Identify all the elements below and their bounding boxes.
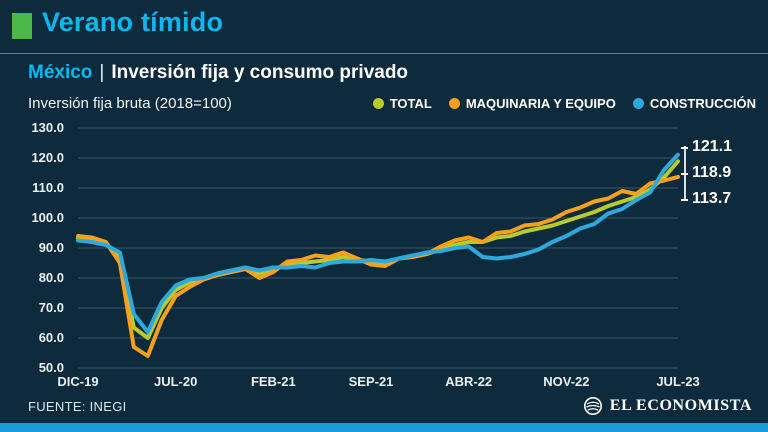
y-axis-tick-label: 70.0 [38,300,64,315]
x-axis-tick-label: SEP-21 [348,374,394,389]
plot-area [76,127,680,369]
chart-legend: TOTAL MAQUINARIA Y EQUIPO CONSTRUCCIÓN [372,96,756,111]
legend-dot-total-icon [372,98,384,109]
legend-label: TOTAL [389,96,432,111]
x-axis: DIC-19 JUL-20 FEB-21 SEP-21 ABR-22 NOV-22 JUL-… [57,374,699,392]
series-line-maquinaria-y-equipo [76,174,680,358]
legend-dot-construccion-icon [632,98,644,109]
subtitle-row: México | Inversión fija y consumo privado [28,62,408,84]
end-value-maquinaria: 113.7 [680,190,732,207]
x-axis-tick-label: NOV-22 [543,374,590,389]
chart-caption-row: Inversión fija bruta (2018=100) TOTAL MAQ… [28,95,756,112]
legend-item-maquinaria-y-equipo: MAQUINARIA Y EQUIPO [448,96,616,111]
x-axis-tick-label: DIC-19 [57,374,99,389]
legend-dot-maquinaria-y-equipo-icon [448,98,460,109]
legend-item-construccion: CONSTRUCCIÓN [632,96,756,111]
x-axis-tick-label: ABR-22 [445,374,493,389]
y-axis-tick-label: 130.0 [31,120,64,135]
y-axis-tick-label: 100.0 [31,210,64,225]
el-economista-logo: EL ECONOMISTA [583,396,752,416]
bottom-accent-bar [0,423,768,432]
legend-item-total: TOTAL [372,96,432,111]
legend-label: CONSTRUCCIÓN [649,96,756,111]
legend-label: MAQUINARIA Y EQUIPO [465,96,616,111]
x-axis-tick-label: JUL-23 [656,374,700,389]
subtitle-kicker: México [28,62,93,83]
el-economista-logo-icon [583,397,602,415]
end-value-construccion: 121.1 [680,138,733,155]
end-value-total: 118.9 [680,164,732,181]
line-chart [76,127,680,369]
y-axis-tick-label: 120.0 [31,150,64,165]
chart-caption: Inversión fija bruta (2018=100) [28,95,232,112]
title-accent-block [12,13,32,39]
subtitle-text: Inversión fija y consumo privado [111,62,409,83]
subtitle-separator: | [99,62,105,83]
source-note: FUENTE: INEGI [28,399,127,414]
y-axis-tick-label: 60.0 [38,330,64,345]
y-axis-tick-label: 90.0 [38,240,64,255]
y-axis-tick-label: 110.0 [32,180,64,195]
y-axis-tick-label: 50.0 [38,360,64,375]
y-axis: 130.0 120.0 110.0 100.0 90.0 80.0 70.0 60.0 50.0 [0,120,64,375]
x-axis-tick-label: FEB-21 [250,374,296,389]
x-axis-tick-label: JUL-20 [153,374,198,389]
y-axis-tick-label: 80.0 [38,270,64,285]
series-line-construccion [76,152,680,334]
brand-wordmark: EL ECONOMISTA [609,397,752,414]
page-title: Verano tímido [42,7,224,37]
header-divider [0,53,768,54]
